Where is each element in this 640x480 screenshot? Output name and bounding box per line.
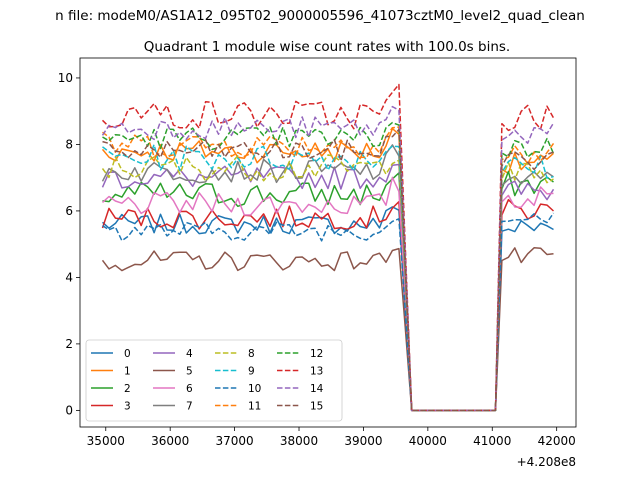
legend-label: 1: [124, 366, 131, 378]
y-tick-label: 10: [58, 71, 73, 85]
legend-label: 10: [248, 383, 261, 395]
y-tick-label: 8: [65, 137, 73, 151]
legend-label: 13: [310, 366, 323, 378]
series-line-13: [101, 83, 555, 412]
y-tick-label: 2: [65, 337, 73, 351]
y-tick-label: 0: [65, 403, 73, 417]
x-axis: 35000 36000 37000 38000 39000 40000 41000 42000: [87, 427, 576, 448]
y-tick-label: 6: [65, 204, 73, 218]
x-tick-label: 42000: [538, 434, 576, 448]
x-offset-label: +4.208e8: [517, 455, 576, 469]
legend-label: 5: [186, 366, 193, 378]
y-tick-label: 4: [65, 270, 73, 284]
legend-label: 7: [186, 401, 193, 413]
legend-box: [85, 339, 343, 422]
legend-label: 6: [186, 383, 193, 395]
legend-label: 9: [248, 366, 255, 378]
series-layer: [101, 83, 555, 412]
legend-label: 2: [124, 383, 131, 395]
legend-label: 8: [248, 348, 255, 360]
x-tick-label: 40000: [409, 434, 447, 448]
x-tick-label: 41000: [473, 434, 511, 448]
legend-label: 11: [248, 401, 261, 413]
legend-label: 14: [310, 383, 324, 395]
x-tick-label: 38000: [280, 434, 318, 448]
legend-label: 0: [124, 348, 131, 360]
legend-label: 4: [186, 348, 193, 360]
plot-frame: [79, 57, 577, 428]
x-tick-label: 35000: [87, 434, 125, 448]
x-tick-label: 37000: [216, 434, 254, 448]
chart-title: Quadrant 1 module wise count rates with …: [144, 39, 510, 55]
x-tick-label: 39000: [344, 434, 382, 448]
y-axis: 0 2 4 6 8 10: [58, 71, 80, 417]
legend-label: 12: [310, 348, 323, 360]
legend-label: 15: [310, 401, 323, 413]
legend-label: 3: [124, 401, 131, 413]
figure-suptitle: n file: modeM0/AS1A12_095T02_9000005596_…: [55, 8, 585, 24]
x-tick-label: 36000: [151, 434, 189, 448]
series-line-15: [102, 128, 554, 412]
